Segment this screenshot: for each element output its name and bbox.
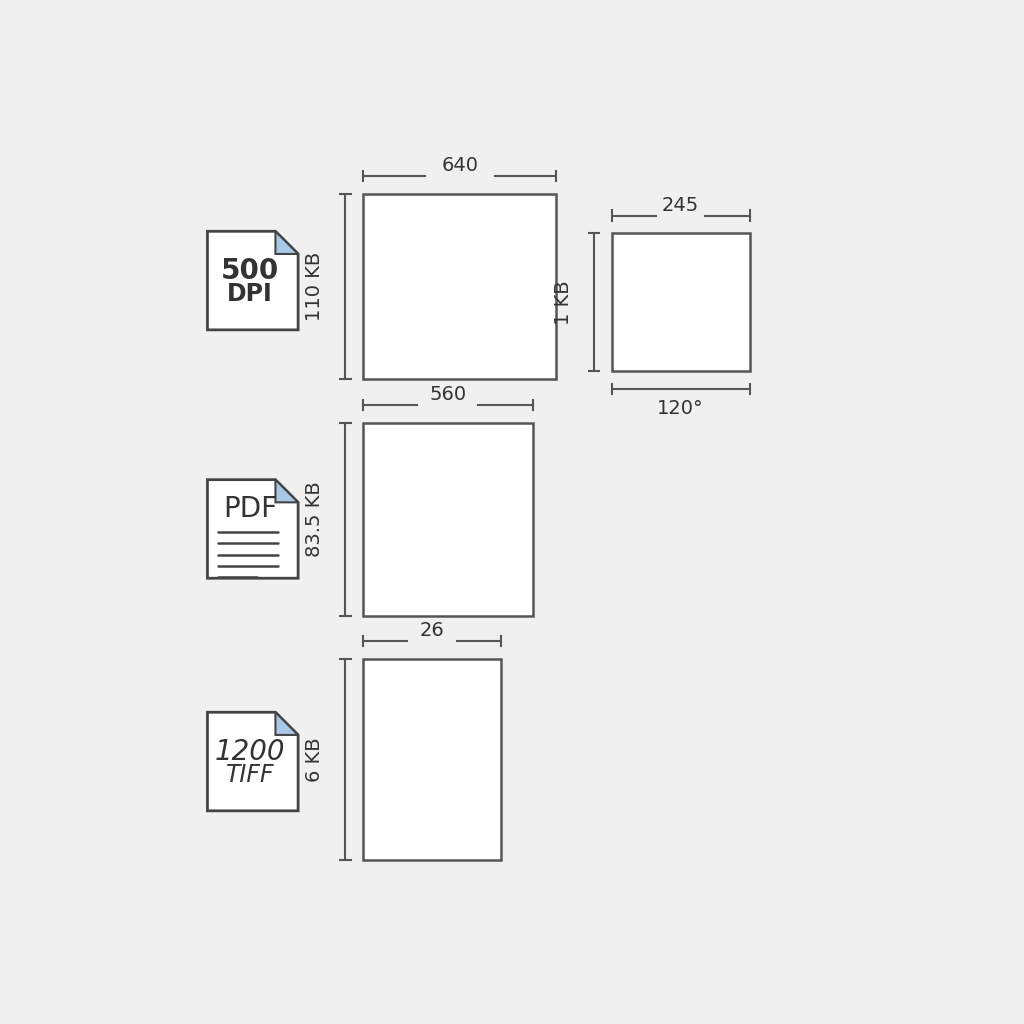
Text: 560: 560 bbox=[429, 385, 467, 403]
Text: DPI: DPI bbox=[227, 283, 273, 306]
Polygon shape bbox=[275, 479, 298, 503]
Polygon shape bbox=[208, 479, 298, 579]
Polygon shape bbox=[275, 231, 298, 254]
Polygon shape bbox=[208, 231, 298, 330]
Text: 245: 245 bbox=[662, 196, 699, 214]
Bar bbox=[364, 194, 556, 379]
Text: 83.5 KB: 83.5 KB bbox=[305, 481, 325, 557]
Polygon shape bbox=[208, 713, 298, 811]
Text: PDF: PDF bbox=[223, 496, 278, 523]
Text: TIFF: TIFF bbox=[225, 763, 274, 787]
Text: 110 KB: 110 KB bbox=[305, 252, 325, 322]
Text: 500: 500 bbox=[221, 257, 280, 285]
Text: 6 KB: 6 KB bbox=[305, 737, 325, 782]
Polygon shape bbox=[275, 713, 298, 735]
Text: 120°: 120° bbox=[657, 399, 703, 418]
Text: 1200: 1200 bbox=[215, 737, 286, 766]
Text: 640: 640 bbox=[441, 156, 478, 175]
Bar bbox=[611, 233, 750, 372]
Text: 1 KB: 1 KB bbox=[554, 280, 572, 325]
Bar bbox=[364, 659, 501, 860]
Bar bbox=[364, 423, 532, 615]
Text: 26: 26 bbox=[420, 622, 444, 640]
